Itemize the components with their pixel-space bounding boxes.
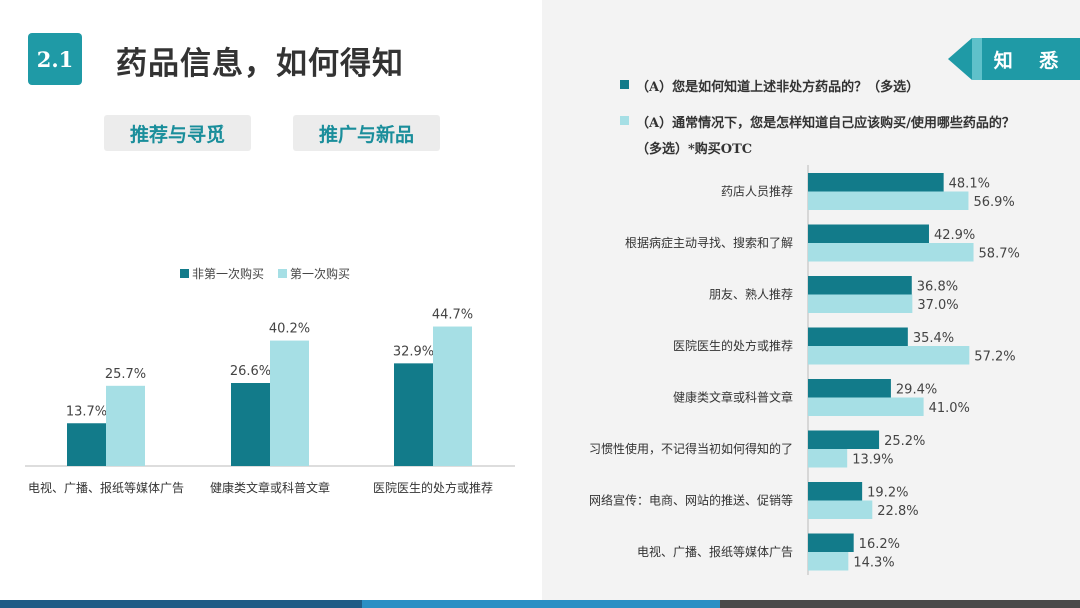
data-label: 41.0% — [929, 401, 970, 416]
data-label: 35.4% — [913, 331, 954, 346]
data-label: 16.2% — [859, 537, 900, 552]
footer-bar-segment — [720, 600, 1080, 608]
data-label: 40.2% — [269, 322, 310, 337]
legend-swatch-dark — [180, 269, 189, 278]
section-number-badge: 2.1 — [28, 33, 82, 85]
left-chart-legend: 非第一次购买 第一次购买 — [180, 265, 364, 282]
bar — [808, 500, 873, 519]
data-label: 13.7% — [66, 404, 107, 419]
question-1: （A）您是如何知道上述非处方药品的？（多选） — [636, 80, 920, 95]
legend-item-first: 第一次购买 — [278, 265, 350, 282]
category-label: 健康类文章或科普文章 — [673, 390, 793, 405]
tag-label: 知 悉 — [993, 49, 1069, 72]
zhixi-tag: 知 悉 — [948, 38, 1080, 80]
data-label: 13.9% — [852, 452, 893, 467]
bar — [808, 327, 908, 346]
bar — [106, 385, 145, 466]
data-label: 14.3% — [853, 555, 894, 570]
data-label: 22.8% — [877, 504, 918, 519]
bar — [808, 276, 912, 295]
data-label: 29.4% — [896, 382, 937, 397]
bar — [808, 397, 924, 416]
category-label: 网络宣传：电商、网站的推送、促销等 — [589, 493, 793, 508]
bar — [808, 191, 969, 210]
page-title: 药品信息，如何得知 — [116, 46, 404, 82]
legend-item-repeat: 非第一次购买 — [180, 265, 264, 282]
category-label: 药店人员推荐 — [721, 185, 793, 199]
legend-label: 非第一次购买 — [192, 267, 265, 281]
category-label: 健康类文章或科普文章 — [210, 480, 330, 495]
bar — [808, 243, 974, 262]
category-label: 习惯性使用，不记得当初如何得知的了 — [589, 441, 793, 456]
legend-dark-square — [620, 80, 629, 89]
category-label: 电视、广播、报纸等媒体广告 — [28, 480, 184, 495]
bar — [67, 423, 106, 466]
data-label: 25.7% — [105, 367, 146, 382]
data-label: 56.9% — [973, 195, 1014, 210]
bar — [808, 533, 854, 552]
bar — [808, 294, 913, 313]
data-label: 42.9% — [934, 228, 975, 243]
category-label: 医院医生的处方或推荐 — [373, 480, 493, 495]
pill-recommend-search: 推荐与寻觅 — [104, 115, 251, 151]
data-label: 57.2% — [974, 349, 1015, 364]
bar — [808, 224, 929, 243]
left-bar-chart: 13.7% 25.7% 电视、广播、报纸等媒体广告 26.6% 40.2% 健康类文章或科… — [25, 308, 515, 495]
bar — [808, 430, 880, 449]
tag-shape-icon — [948, 38, 1080, 80]
footer-bar-segment — [362, 600, 720, 608]
data-label: 25.2% — [884, 434, 925, 449]
data-label: 19.2% — [867, 485, 908, 500]
data-label: 36.8% — [917, 279, 958, 294]
question-2: （A）通常情况下，您是怎样知道自己应该购买/使用哪些药品的？ — [636, 116, 1015, 131]
category-label: 根据病症主动寻找、搜索和了解 — [625, 235, 793, 250]
legend-label: 第一次购买 — [290, 267, 351, 281]
category-label: 朋友、熟人推荐 — [709, 287, 793, 302]
bar — [231, 383, 270, 466]
data-label: 58.7% — [979, 246, 1020, 261]
bar — [808, 482, 863, 501]
bar — [270, 340, 309, 466]
category-label: 医院医生的处方或推荐 — [673, 338, 793, 353]
bar — [808, 449, 848, 468]
bar — [394, 363, 433, 466]
bar — [433, 326, 472, 466]
right-bar-chart: 48.1% 56.9% 药店人员推荐 42.9% 58.7% 根据病症主动寻找、搜索和了解… — [589, 165, 1020, 575]
bar — [808, 346, 970, 365]
data-label: 44.7% — [432, 308, 473, 323]
footer-bar-segment — [0, 600, 362, 608]
data-label: 48.1% — [949, 176, 990, 191]
data-label: 37.0% — [917, 298, 958, 313]
question-2-note: （多选）*购买OTC — [636, 142, 753, 157]
legend-swatch-light — [278, 269, 288, 278]
data-label: 32.9% — [393, 344, 434, 359]
legend-light-square — [620, 116, 629, 125]
bar — [808, 379, 891, 398]
bar — [808, 552, 849, 571]
pill-promotion-new: 推广与新品 — [293, 115, 440, 151]
data-label: 26.6% — [230, 364, 271, 379]
category-label: 电视、广播、报纸等媒体广告 — [637, 544, 793, 559]
bar — [808, 173, 944, 192]
